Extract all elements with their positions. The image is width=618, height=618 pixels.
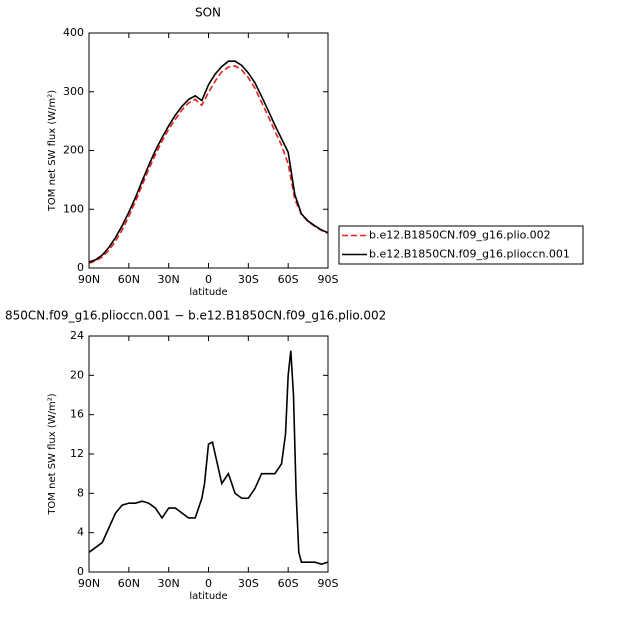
x-tick-label: 90N (78, 273, 100, 286)
x-tick-label: 60N (118, 273, 140, 286)
y-tick-label: 24 (70, 329, 84, 342)
x-tick-label: 30N (158, 577, 180, 590)
y-tick-label: 400 (63, 26, 84, 39)
legend-label: b.e12.B1850CN.f09_g16.plioccn.001 (369, 248, 570, 261)
x-tick-label: 90N (78, 577, 100, 590)
y-tick-label: 12 (70, 447, 84, 460)
series-line (88, 60, 329, 263)
x-tick-label: 30S (238, 577, 259, 590)
y-tick-label: 20 (70, 368, 84, 381)
y-tick-label: 8 (77, 486, 84, 499)
x-tick-label: 90S (318, 577, 339, 590)
y-tick-label: 100 (63, 202, 84, 215)
legend-label: b.e12.B1850CN.f09_g16.plio.002 (369, 229, 551, 242)
y-tick-label: 200 (63, 144, 84, 157)
y-tick-label: 0 (77, 565, 84, 578)
x-tick-label: 60S (278, 273, 299, 286)
chart-title: 850CN.f09_g16.plioccn.001 − b.e12.B1850C… (5, 309, 386, 323)
y-tick-label: 4 (77, 526, 84, 539)
x-tick-label: 0 (205, 577, 212, 590)
y-tick-label: 0 (77, 261, 84, 274)
chart-title: SON (195, 6, 221, 20)
x-tick-label: 60S (278, 577, 299, 590)
plot-frame (88, 32, 329, 269)
y-tick-label: 300 (63, 85, 84, 98)
x-tick-label: 30N (158, 273, 180, 286)
y-tick-label: 16 (70, 408, 84, 421)
series-line (88, 350, 329, 565)
y-axis-label: TOM net SW flux (W/m²) (47, 90, 58, 212)
x-axis-label: latitude (189, 591, 227, 602)
x-axis-label: latitude (189, 287, 227, 298)
y-axis-label: TOM net SW flux (W/m²) (47, 393, 58, 515)
x-tick-label: 0 (205, 273, 212, 286)
legend-box (338, 225, 584, 265)
x-tick-label: 60N (118, 577, 140, 590)
x-tick-label: 30S (238, 273, 259, 286)
series-line (88, 65, 329, 265)
x-tick-label: 90S (318, 273, 339, 286)
